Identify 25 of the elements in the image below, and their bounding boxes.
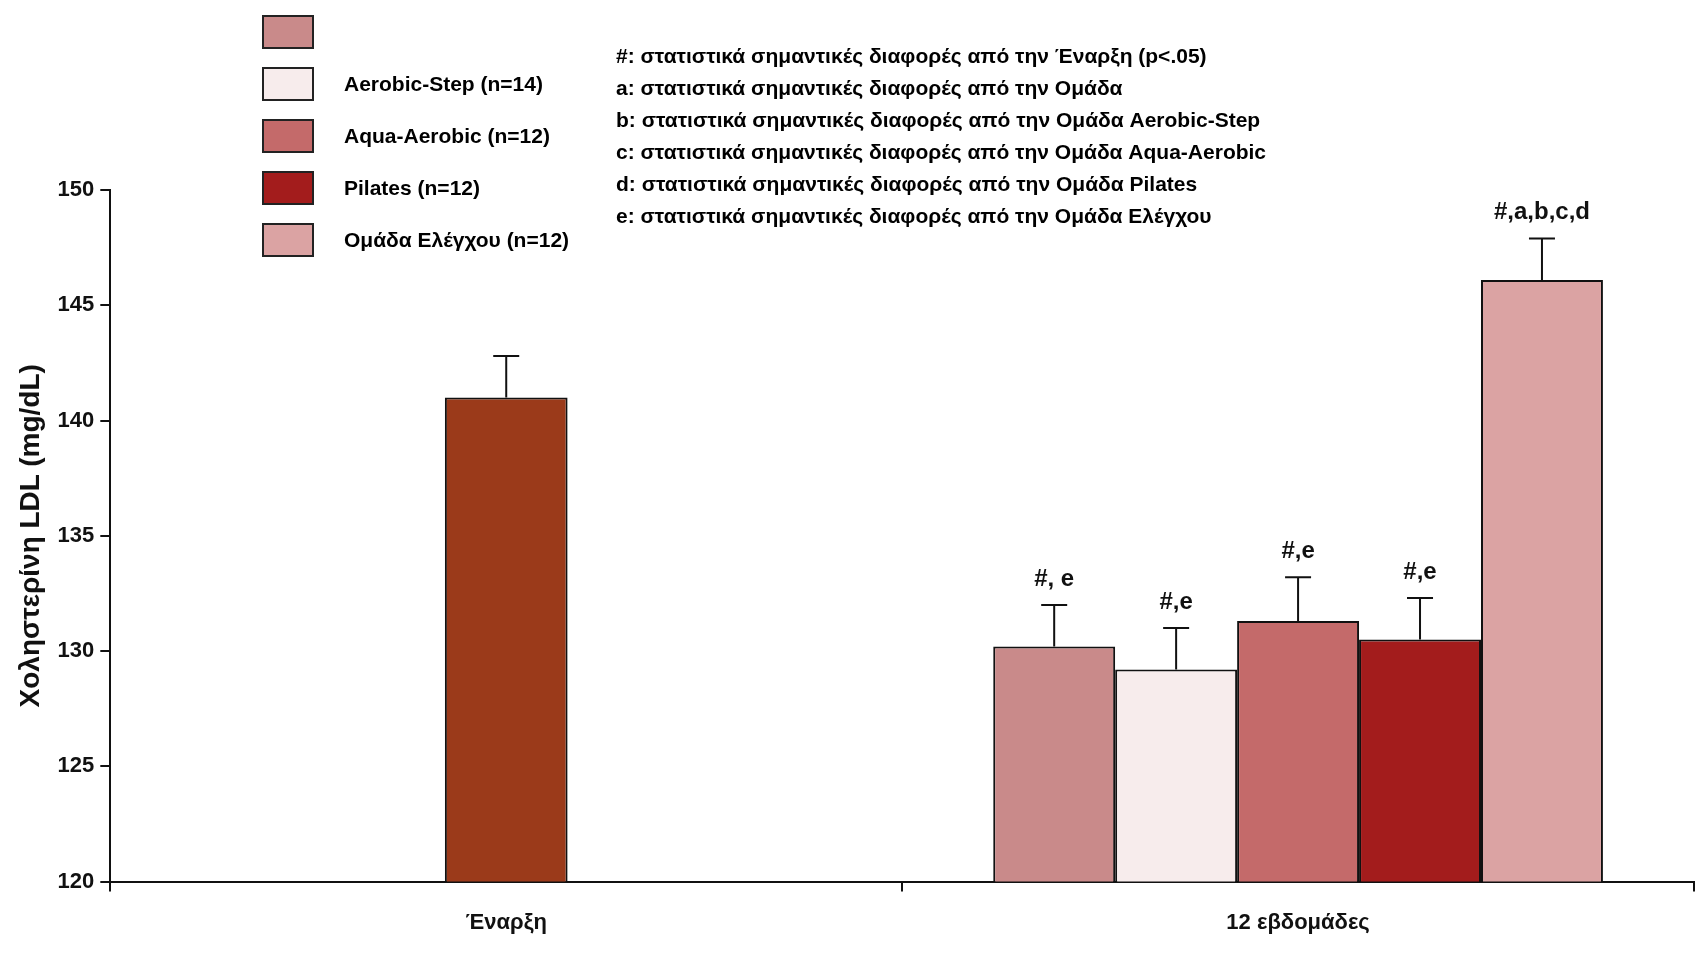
- y-tick-label: 145: [57, 291, 95, 317]
- annotation: d: στατιστικά σημαντικές διαφορές από την Ομάδα Pilates: [616, 171, 1199, 197]
- y-tick-label: 150: [57, 176, 95, 202]
- y-tick-label: 135: [57, 521, 95, 547]
- data-label: #,e: [1403, 556, 1437, 584]
- text: a: στατιστικά σημαντικές διαφορές από την Ομάδα: [616, 75, 1124, 101]
- text: b: στατιστικά σημαντικές διαφορές από την Ομάδα Aerobic-Step: [616, 107, 1262, 133]
- x-tick-label: 12 εβδομάδες: [1226, 908, 1370, 934]
- legend-label: Aqua-Aerobic (n=12): [344, 124, 550, 148]
- y-axis-title: Χοληστερίνη LDL (mg/dL): [13, 364, 45, 708]
- x-tick-label: Έναρξη: [465, 908, 547, 934]
- text: c: στατιστικά σημαντικές διαφορές από την Ομάδα Aqua-Aerobic: [616, 139, 1267, 165]
- data-label: #,a,b,c,d: [1493, 197, 1590, 225]
- data-label: #,e: [1159, 586, 1193, 614]
- data-label: #,e: [1281, 535, 1315, 563]
- y-tick-label: 140: [57, 406, 95, 432]
- y-tick-label: 125: [57, 752, 95, 778]
- legend-label: Aerobic-Step (n=14): [344, 72, 543, 96]
- annotation: e: στατιστικά σημαντικές διαφορές από την Ομάδα Ελέγχου: [616, 203, 1213, 229]
- legend-label: Ομάδα Ελέγχου (n=12): [344, 228, 570, 252]
- text: #: στατιστικά σημαντικές διαφορές από την Έναρξη (p<.05): [616, 43, 1208, 69]
- data-label: #, e: [1034, 563, 1075, 591]
- y-tick-label: 120: [57, 867, 95, 893]
- legend-label: Pilates (n=12): [344, 176, 480, 200]
- y-tick-label: 130: [57, 637, 95, 663]
